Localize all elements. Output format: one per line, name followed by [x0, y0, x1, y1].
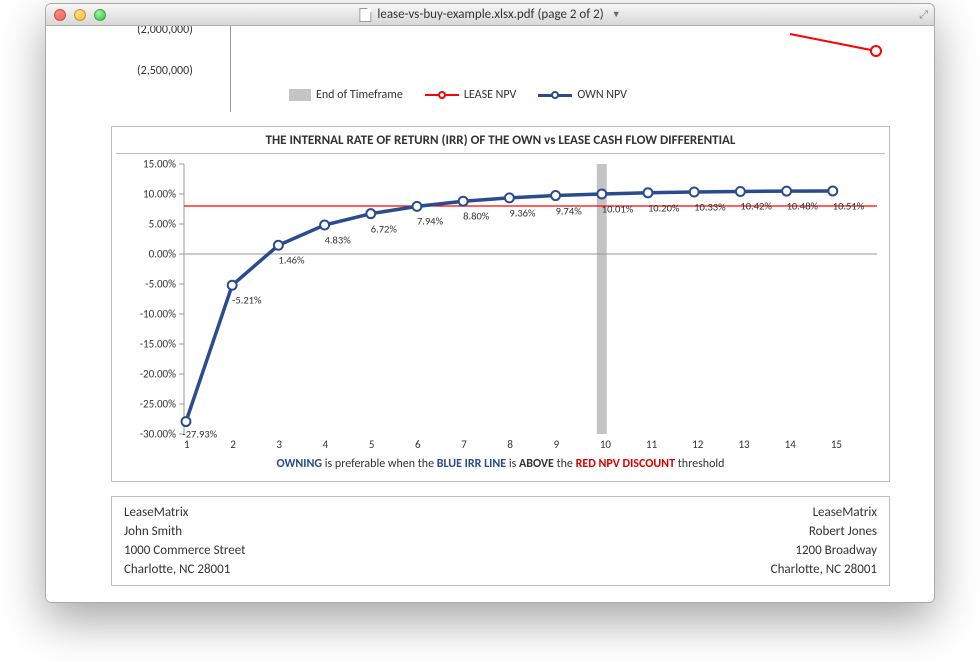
xtick-label: 13 [738, 438, 784, 451]
irr-xaxis: 123456789101112131415 [184, 438, 877, 451]
legend-timeframe-label: End of Timeframe [316, 88, 403, 102]
legend-lease-label: LEASE NPV [464, 88, 517, 102]
ytick-label: 10.00% [143, 188, 176, 201]
xtick-label: 4 [323, 438, 369, 451]
point-label: 7.94% [417, 215, 443, 228]
top-ytick-1: (2,000,000) [137, 26, 193, 37]
xtick-label: 9 [554, 438, 600, 451]
legend-bar-icon [289, 89, 311, 101]
window-title[interactable]: lease-vs-buy-example.xlsx.pdf (page 2 of… [359, 7, 620, 22]
ytick-label: -15.00% [140, 338, 176, 351]
xtick-label: 2 [230, 438, 276, 451]
irr-chart-title: THE INTERNAL RATE OF RETURN (IRR) OF THE… [116, 133, 885, 154]
point-label: 9.74% [556, 204, 582, 217]
minimize-icon[interactable] [74, 9, 86, 21]
point-label: 6.72% [371, 222, 397, 235]
document-content: (2,000,000) (2,500,000) End of Timeframe… [46, 26, 934, 602]
footer-right-4: Charlotte, NC 28001 [771, 562, 877, 577]
ytick-label: 5.00% [149, 218, 176, 231]
ytick-label: -30.00% [140, 428, 176, 441]
point-label: 9.36% [509, 206, 535, 219]
window-title-text: lease-vs-buy-example.xlsx.pdf (page 2 of… [377, 7, 603, 22]
point-label: 10.51% [833, 199, 864, 212]
footer-left-1: LeaseMatrix [124, 505, 245, 520]
xtick-label: 15 [831, 438, 877, 451]
top-red-line [790, 31, 890, 63]
footer-right-3: 1200 Broadway [771, 543, 877, 558]
footer-right-2: Robert Jones [771, 524, 877, 539]
irr-yaxis: 15.00%10.00%5.00%0.00%-5.00%-10.00%-15.0… [116, 164, 176, 434]
close-icon[interactable] [54, 9, 66, 21]
ytick-label: 0.00% [149, 248, 176, 261]
xtick-label: 1 [184, 438, 230, 451]
top-legend: End of Timeframe LEASE NPV OWN NPV [289, 88, 627, 102]
legend-lease: LEASE NPV [425, 88, 517, 102]
irr-caption: OWNING is preferable when the BLUE IRR L… [116, 457, 885, 471]
irr-plot: 15.00%10.00%5.00%0.00%-5.00%-10.00%-15.0… [184, 164, 877, 434]
xtick-label: 5 [369, 438, 415, 451]
ytick-label: -25.00% [140, 398, 176, 411]
caption-owning: OWNING [277, 457, 323, 471]
xtick-label: 6 [415, 438, 461, 451]
point-label: 10.20% [648, 201, 679, 214]
irr-plot-inner: -27.93%-5.21%1.46%4.83%6.72%7.94%8.80%9.… [184, 164, 877, 434]
traffic-lights [54, 9, 106, 21]
point-label: 10.42% [740, 200, 771, 213]
top-ytick-2: (2,500,000) [137, 64, 193, 78]
point-label: 8.80% [463, 210, 489, 223]
xtick-label: 8 [507, 438, 553, 451]
top-chart-yaxis [230, 26, 231, 112]
zoom-icon[interactable] [94, 9, 106, 21]
ytick-label: 15.00% [143, 158, 176, 171]
xtick-label: 11 [646, 438, 692, 451]
legend-own: OWN NPV [538, 88, 627, 102]
top-chart-remnant: (2,000,000) (2,500,000) End of Timeframe… [111, 26, 890, 112]
caption-blue-irr: BLUE IRR LINE [437, 457, 506, 471]
titlebar[interactable]: lease-vs-buy-example.xlsx.pdf (page 2 of… [46, 4, 934, 26]
ytick-label: -10.00% [140, 308, 176, 321]
footer-left-2: John Smith [124, 524, 245, 539]
xtick-label: 7 [461, 438, 507, 451]
window-frame: lease-vs-buy-example.xlsx.pdf (page 2 of… [45, 3, 935, 603]
xtick-label: 12 [692, 438, 738, 451]
point-label: 10.01% [602, 202, 633, 215]
irr-chart-box: THE INTERNAL RATE OF RETURN (IRR) OF THE… [111, 126, 890, 482]
xtick-label: 14 [785, 438, 831, 451]
footer-right-1: LeaseMatrix [771, 505, 877, 520]
legend-own-label: OWN NPV [577, 88, 627, 102]
xtick-label: 10 [600, 438, 646, 451]
footer-left: LeaseMatrix John Smith 1000 Commerce Str… [124, 505, 245, 577]
document-icon [359, 8, 371, 22]
footer-left-4: Charlotte, NC 28001 [124, 562, 245, 577]
caption-red-npv: RED NPV DISCOUNT [576, 457, 675, 471]
ytick-label: -20.00% [140, 368, 176, 381]
footer-box: LeaseMatrix John Smith 1000 Commerce Str… [111, 496, 890, 586]
point-label: 1.46% [278, 254, 304, 267]
legend-timeframe: End of Timeframe [289, 88, 403, 102]
point-label: 10.48% [787, 200, 818, 213]
chevron-down-icon: ▼ [612, 9, 621, 20]
caption-above: ABOVE [519, 457, 554, 471]
point-label: -5.21% [232, 294, 261, 307]
xtick-label: 3 [276, 438, 322, 451]
ytick-label: -5.00% [145, 278, 176, 291]
footer-left-3: 1000 Commerce Street [124, 543, 245, 558]
point-label: 4.83% [325, 234, 351, 247]
expand-icon[interactable]: ⤢ [919, 8, 928, 22]
point-label: 10.33% [694, 201, 725, 214]
footer-right: LeaseMatrix Robert Jones 1200 Broadway C… [771, 505, 877, 577]
